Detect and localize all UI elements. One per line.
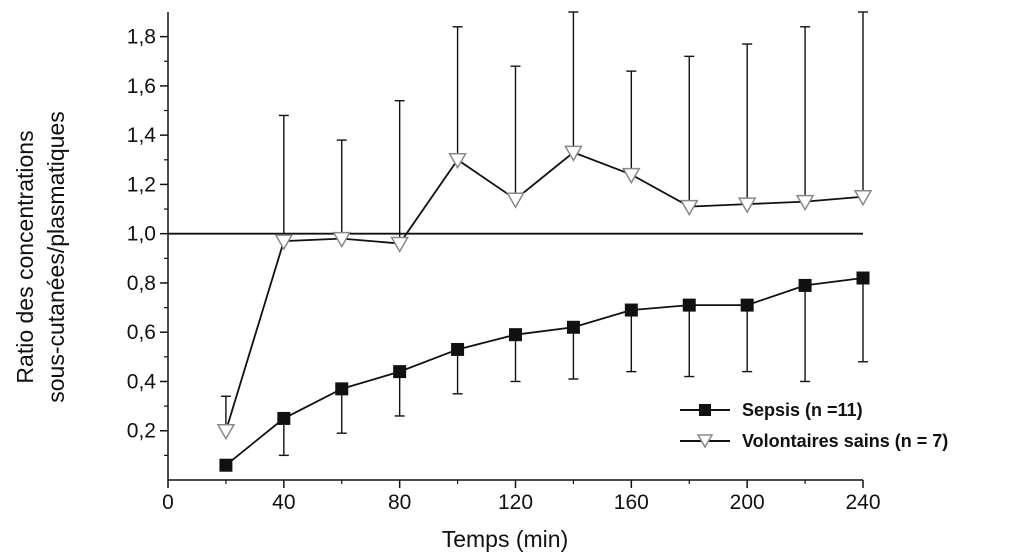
series-volontaires [216, 11, 873, 441]
point-volontaires [506, 192, 525, 209]
point-volontaires [390, 236, 409, 254]
point-sepsis [509, 328, 522, 342]
series-sepsis [219, 271, 870, 472]
point-sepsis [451, 342, 465, 356]
x-tick-label: 0 [162, 491, 174, 514]
point-volontaires [564, 145, 583, 162]
x-tick-label: 120 [498, 491, 533, 514]
point-sepsis [393, 365, 407, 379]
x-tick-label: 240 [845, 491, 880, 514]
x-tick-label: 80 [388, 491, 411, 514]
axes: 0 40 80 120 160 200 240 0,2 0,4 0,6 0,8 1,0 1,2 1,4 1,… [127, 12, 881, 514]
legend-sepsis-label: Sepsis (n =11) [742, 400, 863, 420]
x-axis-label: Temps (min) [442, 526, 569, 552]
y-tick-label: 0,8 [127, 272, 156, 295]
legend-volontaires-label: Volontaires sains (n = 7) [742, 431, 948, 451]
series-line-volontaires [225, 151, 864, 431]
y-tick-label: 0,4 [127, 370, 157, 393]
x-tick-label: 40 [272, 491, 295, 514]
point-volontaires [853, 189, 873, 207]
legend-item-volontaires: Volontaires sains (n = 7) [680, 431, 948, 451]
legend-item-sepsis: Sepsis (n =11) [680, 400, 863, 420]
point-volontaires [737, 197, 757, 214]
y-tick-label: 1,8 [127, 26, 156, 49]
point-sepsis [682, 298, 696, 312]
y-tick-label: 1,4 [127, 124, 157, 147]
point-sepsis [624, 303, 638, 317]
point-volontaires [448, 153, 467, 170]
point-volontaires [274, 234, 294, 251]
legend-sepsis-marker [699, 404, 711, 416]
y-tick-label: 0,2 [127, 420, 156, 443]
legend-volontaires-marker [696, 434, 714, 449]
y-tick-label: 1,6 [127, 75, 156, 98]
y-tick-label: 1,0 [127, 223, 156, 246]
series-line-sepsis [225, 277, 864, 466]
point-sepsis [566, 320, 580, 334]
y-tick-label: 1,2 [127, 173, 156, 196]
series-layer [216, 11, 873, 472]
point-sepsis [798, 278, 812, 292]
point-volontaires [795, 194, 815, 212]
x-tick-label: 200 [730, 491, 765, 514]
point-sepsis [856, 271, 870, 285]
y-axis-label-line-2: sous-cutanées/plasmatiques [43, 111, 69, 403]
x-tick-label: 160 [614, 491, 649, 514]
point-volontaires [216, 423, 236, 441]
point-volontaires [679, 199, 699, 217]
point-volontaires [622, 167, 641, 185]
y-tick-label: 0,6 [127, 321, 156, 344]
point-volontaires [332, 231, 352, 249]
y-axis-label-line-1: Ratio des concentrations [12, 130, 38, 383]
point-sepsis [219, 458, 233, 472]
point-sepsis [740, 298, 754, 312]
point-sepsis [277, 411, 291, 425]
legend: Sepsis (n =11) Volontaires sains (n = 7) [680, 400, 948, 451]
point-sepsis [335, 382, 349, 396]
